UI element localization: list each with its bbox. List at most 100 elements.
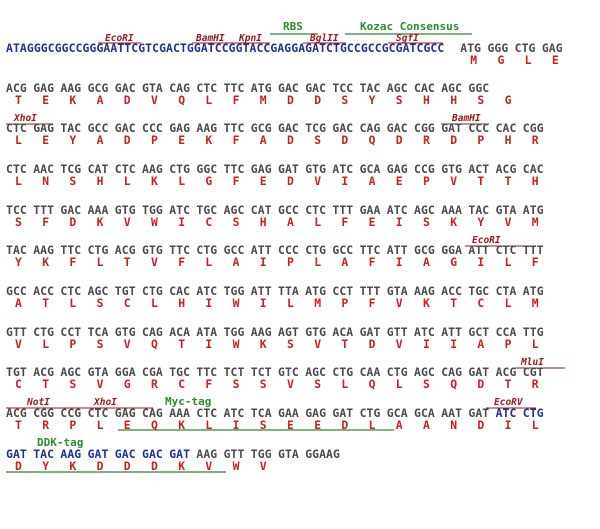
codon: GTA <box>278 447 299 461</box>
amino-acid: A <box>260 133 267 147</box>
codon: AAG <box>196 447 217 461</box>
codon: CCT <box>332 284 353 298</box>
amino-acid: V <box>15 337 22 351</box>
amino-acid: G <box>124 377 131 391</box>
amino-acid: A <box>396 418 403 432</box>
codon: TAC <box>60 121 81 135</box>
codon: TTC <box>224 162 245 176</box>
amino-acid: I <box>178 215 185 229</box>
codon: CGG <box>414 121 435 135</box>
amino-acid: L <box>532 337 539 351</box>
amino-acid: M <box>470 53 477 67</box>
codon: GAT <box>468 365 489 379</box>
amino-acid: E <box>260 174 267 188</box>
amino-acid: T <box>477 174 484 188</box>
amino-acid: C <box>178 377 185 391</box>
codon: TTC <box>360 243 381 257</box>
amino-acid: G <box>505 93 512 107</box>
amino-acid: Q <box>369 377 376 391</box>
amino-acid: K <box>450 215 457 229</box>
amino-acid: L <box>178 174 185 188</box>
codon: GAG <box>33 81 54 95</box>
amino-acid: D <box>341 418 348 432</box>
amino-acid: D <box>369 337 376 351</box>
amino-acid: L <box>314 215 321 229</box>
codon: TCG <box>60 162 81 176</box>
amino-acid: D <box>97 459 104 473</box>
codon: GTG <box>441 162 462 176</box>
codon: ACG <box>496 162 517 176</box>
codon: GGG <box>487 41 508 55</box>
codon: GTT <box>224 447 245 461</box>
amino-acid: L <box>69 296 76 310</box>
amino-acid: L <box>532 418 539 432</box>
amino-acid: H <box>260 215 267 229</box>
amino-acid: T <box>450 296 457 310</box>
amino-acid: V <box>260 459 267 473</box>
codon: GCC <box>278 203 299 217</box>
codon: GTA <box>496 203 517 217</box>
amino-acid: L <box>151 296 158 310</box>
codon: CAG <box>142 325 163 339</box>
amino-acid: H <box>532 174 539 188</box>
codon: GAC <box>305 81 326 95</box>
codon: CCT <box>60 325 81 339</box>
amino-acid: F <box>233 174 240 188</box>
amino-acid: R <box>423 133 430 147</box>
codon-row: CTC AAC TCG CAT CTC AAG CTG GGC TTC GAG GAT GTG ATC G… <box>6 162 544 188</box>
codon: TTC <box>196 365 217 379</box>
codon: GTG <box>115 203 136 217</box>
amino-acid: F <box>532 255 539 269</box>
amino-acid: T <box>42 377 49 391</box>
amino-acid: Y <box>15 255 22 269</box>
codon: AGC <box>414 365 435 379</box>
codon: TGG <box>224 284 245 298</box>
amino-acid: C <box>477 296 484 310</box>
codon: ATC <box>496 406 517 420</box>
codon: CAC <box>169 284 190 298</box>
amino-acid: H <box>97 174 104 188</box>
site-mlui-row8: MluI <box>520 357 544 368</box>
codon-row: TAC AAG TTC CTG ACG GTG TTC CTG GCC ATT CCC CTG GCC T… <box>6 243 544 269</box>
amino-acid: T <box>341 337 348 351</box>
amino-acid: P <box>69 337 76 351</box>
amino-acid: M <box>532 215 539 229</box>
codon: TCG <box>305 121 326 135</box>
codon: TAC <box>6 243 27 257</box>
codon: GCG <box>414 243 435 257</box>
codon: GTG <box>305 162 326 176</box>
codon: AAG <box>414 284 435 298</box>
amino-acid: L <box>205 418 212 432</box>
codon: ACC <box>33 284 54 298</box>
codon-row: CTC GAG TAC GCC GAC CCC GAG AAG TTC GCG GAC TCG GAC C… <box>6 121 544 147</box>
amino-acid: S <box>314 377 321 391</box>
amino-acid: R <box>151 377 158 391</box>
amino-acid: C <box>124 296 131 310</box>
codon: CCC <box>468 121 489 135</box>
codon: ATT <box>468 243 489 257</box>
codon: CTG <box>360 406 381 420</box>
codon-row: TCC TTT GAC AAA GTG TGG ATC TGC AGC CAT GCC CTC TTT G… <box>6 203 544 229</box>
amino-acid: A <box>341 255 348 269</box>
amino-acid: L <box>205 93 212 107</box>
codon: GAT <box>441 121 462 135</box>
codon: CAG <box>441 365 462 379</box>
codon: ATT <box>387 243 408 257</box>
codon: CTG <box>515 41 536 55</box>
codon: GAC <box>115 447 136 461</box>
codon: CTC <box>115 162 136 176</box>
codon: GAG <box>169 121 190 135</box>
codon: CGG <box>33 406 54 420</box>
upstream-sequence: ATAGGGCGGCCGGGAATTCGTCGACTGGATCCGGTACCGA… <box>6 41 444 55</box>
codon: CCA <box>496 325 517 339</box>
amino-acid: I <box>341 174 348 188</box>
amino-acid: Y <box>369 93 376 107</box>
codon: AAG <box>196 121 217 135</box>
amino-acid: E <box>178 133 185 147</box>
codon: CTG <box>33 325 54 339</box>
codon: CTG <box>169 162 190 176</box>
codon: GAC <box>142 447 163 461</box>
amino-acid: I <box>477 255 484 269</box>
amino-acid: T <box>15 93 22 107</box>
amino-acid: L <box>314 255 321 269</box>
